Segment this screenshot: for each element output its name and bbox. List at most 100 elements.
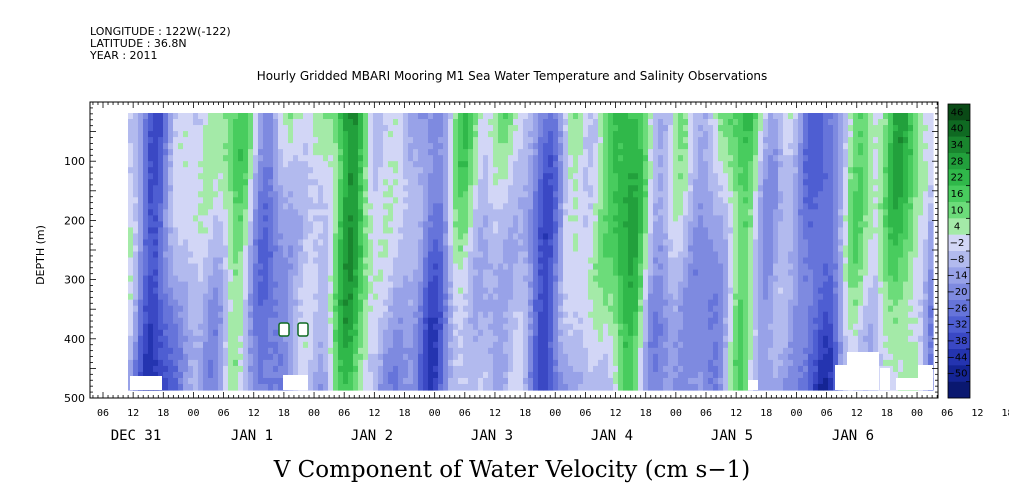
heatmap-cell [588, 203, 594, 210]
heatmap-cell [213, 281, 219, 289]
year-label: YEAR : 2011 [89, 49, 158, 62]
heatmap-cell [598, 239, 604, 247]
heatmap-cell [383, 149, 389, 156]
heatmap-cell [578, 305, 584, 313]
heatmap-cell [528, 137, 534, 144]
heatmap-cell [133, 329, 139, 337]
heatmap-cell [503, 365, 509, 373]
heatmap-cell [223, 215, 229, 222]
heatmap-cell [243, 377, 249, 385]
heatmap-cell [418, 269, 424, 277]
heatmap-cell [663, 323, 669, 331]
heatmap-cell [533, 149, 539, 156]
heatmap-cell [368, 227, 374, 235]
heatmap-cell [668, 143, 674, 150]
heatmap-cell [408, 335, 414, 343]
heatmap-cell [468, 197, 474, 204]
heatmap-cell [318, 287, 324, 295]
heatmap-cell [408, 317, 414, 325]
heatmap-cell [643, 245, 649, 253]
heatmap-cell [653, 239, 659, 247]
heatmap-cell [473, 317, 479, 325]
heatmap-cell [383, 131, 389, 138]
heatmap-cell [403, 251, 409, 259]
heatmap-cell [588, 359, 594, 367]
heatmap-cell [488, 299, 494, 307]
heatmap-cell [273, 155, 279, 162]
heatmap-cell [448, 323, 454, 331]
heatmap-cell [443, 239, 449, 247]
heatmap-cell [528, 353, 534, 361]
heatmap-cell [603, 347, 609, 355]
heatmap-cell [488, 173, 494, 180]
heatmap-cell [453, 383, 459, 391]
heatmap-cell [158, 221, 164, 229]
heatmap-cell [623, 305, 629, 313]
heatmap-cell [308, 281, 314, 289]
heatmap-cell [568, 299, 574, 307]
heatmap-cell [653, 227, 659, 235]
heatmap-cell [608, 371, 614, 379]
heatmap-cell [348, 185, 354, 192]
heatmap-cell [578, 275, 584, 283]
heatmap-cell [233, 281, 239, 289]
heatmap-cell [193, 287, 199, 295]
heatmap-cell [358, 383, 364, 391]
heatmap-cell [448, 173, 454, 180]
heatmap-cell [638, 149, 644, 156]
heatmap-cell [398, 287, 404, 295]
heatmap-cell [363, 317, 369, 325]
heatmap-cell [558, 287, 564, 295]
heatmap-cell [668, 131, 674, 138]
heatmap-cell [383, 269, 389, 277]
heatmap-cell [538, 311, 544, 319]
heatmap-cell [523, 125, 529, 132]
heatmap-cell [353, 149, 359, 156]
heatmap-cell [343, 221, 349, 229]
heatmap-cell [418, 203, 424, 210]
heatmap-cell [403, 125, 409, 132]
heatmap-cell [468, 179, 474, 186]
heatmap-cell [478, 257, 484, 265]
heatmap-cell [368, 341, 374, 349]
heatmap-cell [643, 353, 649, 361]
heatmap-cell [288, 275, 294, 283]
heatmap-cell [458, 347, 464, 355]
heatmap-cell [228, 329, 234, 337]
heatmap-cell [248, 167, 254, 174]
heatmap-cell [233, 155, 239, 162]
heatmap-cell [658, 113, 664, 120]
heatmap-cell [378, 227, 384, 235]
heatmap-cell [178, 305, 184, 313]
heatmap-cell [278, 275, 284, 283]
heatmap-cell [168, 161, 174, 168]
heatmap-cell [338, 251, 344, 259]
heatmap-cell [378, 155, 384, 162]
heatmap-cell [653, 113, 659, 120]
heatmap-cell [633, 131, 639, 138]
heatmap-cell [383, 299, 389, 307]
heatmap-cell [328, 233, 334, 241]
heatmap-cell [463, 377, 469, 385]
heatmap-cell [208, 311, 214, 319]
heatmap-cell [183, 269, 189, 277]
heatmap-cell [168, 341, 174, 349]
heatmap-cell [543, 365, 549, 373]
heatmap-cell [253, 311, 259, 319]
heatmap-cell [258, 221, 264, 229]
heatmap-cell [393, 113, 399, 120]
heatmap-cell [138, 317, 144, 325]
heatmap-cell [563, 383, 569, 391]
heatmap-cell [528, 173, 534, 180]
heatmap-cell [393, 155, 399, 162]
heatmap-cell [178, 197, 184, 204]
heatmap-cell [208, 167, 214, 174]
heatmap-cell [518, 269, 524, 277]
heatmap-cell [213, 263, 219, 271]
heatmap-cell [308, 317, 314, 325]
heatmap-cell [368, 113, 374, 120]
heatmap-cell [228, 149, 234, 156]
heatmap-cell [303, 353, 309, 361]
heatmap-cell [518, 251, 524, 259]
heatmap-cell [248, 113, 254, 120]
